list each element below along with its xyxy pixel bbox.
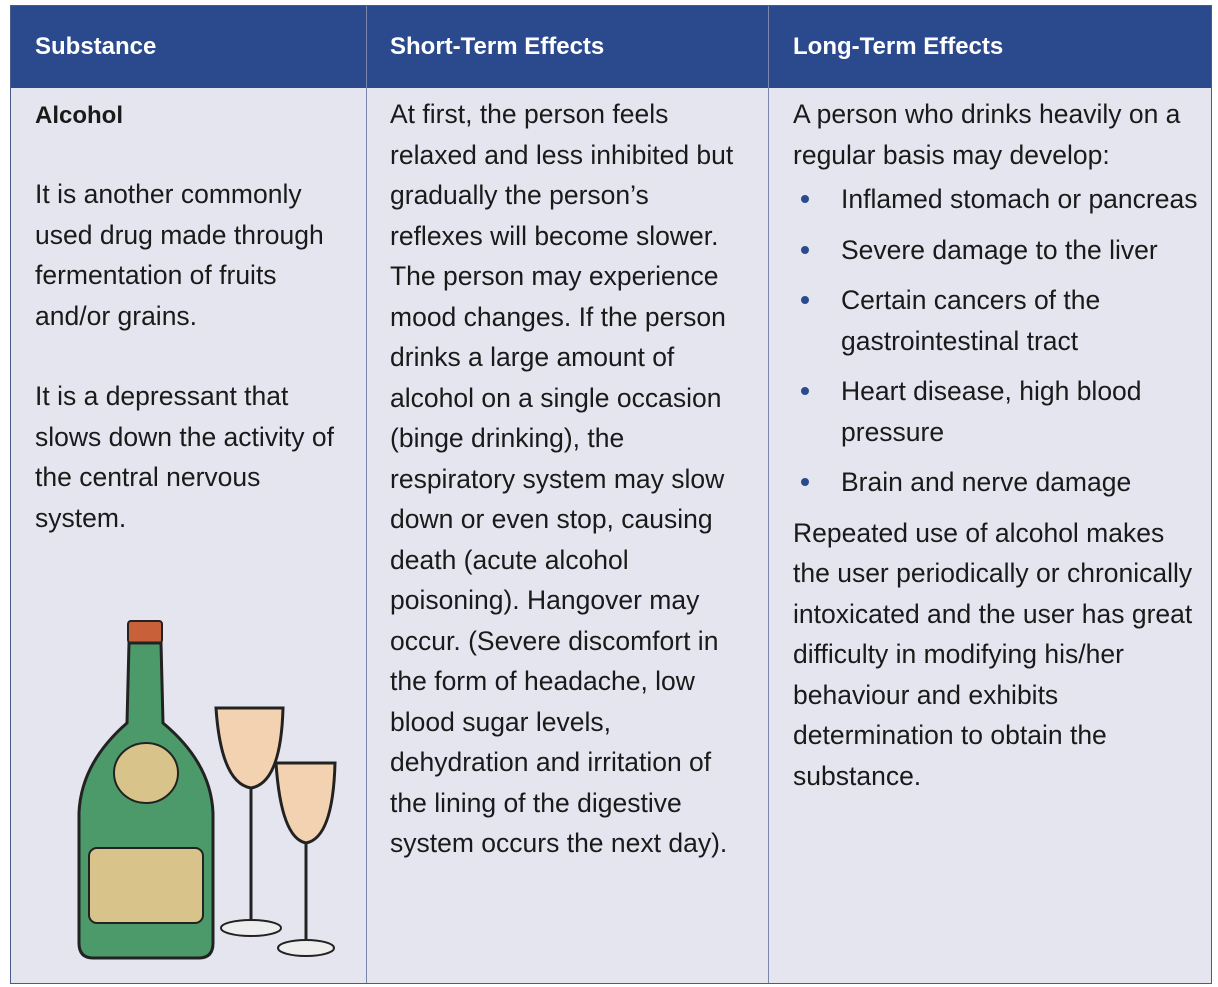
substance-name: Alcohol	[35, 102, 123, 129]
bullet-item: Heart disease, high blood pressure	[793, 371, 1201, 452]
table: Substance Short-Term Effects Long-Term E…	[10, 5, 1212, 984]
substance-cell: Alcohol It is another commonly used drug…	[11, 88, 366, 983]
header-cell: Short-Term Effects	[390, 33, 605, 60]
paragraph: A person who drinks heavily on a regular…	[793, 99, 1181, 170]
bullet-list: Inflamed stomach or pancreas Severe damag…	[793, 179, 1201, 503]
bottle-illustration	[77, 620, 337, 960]
header-cell: Long-Term Effects	[793, 33, 1004, 60]
column-divider	[366, 6, 367, 983]
bullet-item: Brain and nerve damage	[793, 462, 1201, 503]
bullet-item: Certain cancers of the gastrointestinal …	[793, 280, 1201, 361]
paragraph: At first, the person feels relaxed and l…	[390, 99, 734, 858]
short-term-cell: At first, the person feels relaxed and l…	[366, 88, 769, 983]
paragraph: It is a depressant that slows down the a…	[35, 381, 334, 533]
long-term-cell: A person who drinks heavily on a regular…	[769, 88, 1211, 983]
header-cell: Substance	[35, 33, 157, 60]
column-divider	[768, 6, 769, 983]
paragraph: It is another commonly used drug made th…	[35, 179, 324, 331]
header-row: Substance Short-Term Effects Long-Term E…	[11, 6, 1211, 88]
paragraph: Repeated use of alcohol makes the user p…	[793, 517, 1193, 791]
bullet-item: Severe damage to the liver	[793, 230, 1201, 271]
bullet-item: Inflamed stomach or pancreas	[793, 179, 1201, 220]
